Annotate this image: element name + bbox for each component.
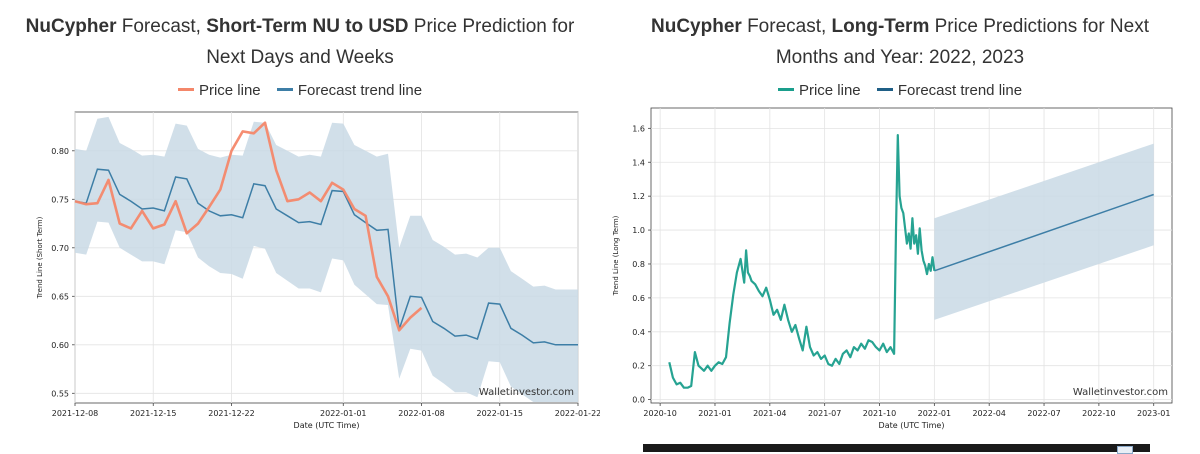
y-tick-label: 0.2 [632, 362, 645, 371]
legend-price-label: Price line [198, 82, 261, 99]
x-tick-label: 2022-01 [918, 409, 951, 418]
short-term-legend: Price line Forecast trend line [0, 82, 600, 99]
x-tick-label: 2021-12-08 [52, 409, 99, 418]
y-tick-label: 1.6 [632, 124, 645, 133]
long-term-title-part1: Forecast, [741, 16, 832, 37]
short-term-title-part2: Price Prediction for [408, 16, 575, 37]
forecast-line-swatch-icon [876, 87, 893, 91]
legend-item-forecast: Forecast trend line [276, 82, 423, 99]
x-tick-label: 2022-01-22 [555, 409, 600, 418]
legend-item-price: Price line [177, 82, 261, 99]
long-term-title-range: Long-Term [831, 16, 930, 37]
y-tick-label: 0.4 [632, 328, 645, 337]
forecast-confidence-band [934, 143, 1154, 320]
long-term-legend: Price line Forecast trend line [600, 82, 1200, 99]
price-line-swatch-icon [777, 87, 794, 91]
x-axis-label: Date (UTC Time) [879, 421, 945, 430]
short-term-title-part1: Forecast, [116, 16, 207, 37]
ad-banner[interactable] [643, 444, 1150, 452]
x-tick-label: 2022-01-15 [477, 409, 524, 418]
y-tick-label: 0.55 [51, 389, 69, 398]
y-tick-label: 0.65 [51, 292, 69, 301]
short-term-title-line2: Next Days and Weeks [206, 47, 394, 68]
x-tick-label: 2022-01-08 [398, 409, 445, 418]
y-tick-label: 1.4 [632, 158, 645, 167]
x-tick-label: 2022-04 [972, 409, 1005, 418]
long-term-title-part2: Price Predictions for Next [929, 16, 1149, 37]
series-forecast-trend-line [934, 193, 1154, 272]
x-tick-label: 2022-07 [1027, 409, 1060, 418]
y-axis-label: Trend Line (Long Term) [612, 215, 620, 296]
x-tick-label: 2022-10 [1082, 409, 1115, 418]
x-tick-label: 2022-01-01 [320, 409, 367, 418]
x-tick-label: 2021-01 [698, 409, 731, 418]
y-tick-label: 1.2 [632, 192, 645, 201]
x-tick-label: 2021-10 [863, 409, 896, 418]
y-tick-label: 1.0 [632, 226, 645, 235]
legend-item-forecast: Forecast trend line [876, 82, 1023, 99]
ad-close-icon[interactable] [1117, 446, 1133, 454]
long-term-chart: 0.0 0.2 0.4 0.6 0.8 1.0 1.2 1.4 1.6 2020-10 2021-0… [612, 107, 1173, 430]
long-term-title: NuCypher Forecast, Long-Term Price Predi… [600, 11, 1200, 73]
series-price-line [668, 134, 936, 389]
short-term-title-coin: NuCypher [25, 16, 117, 37]
legend-price-label: Price line [798, 82, 861, 99]
y-tick-label: 0.8 [632, 260, 645, 269]
x-tick-label: 2020-10 [643, 409, 676, 418]
y-tick-label: 0.60 [51, 341, 69, 350]
long-term-title-line2: Months and Year: 2022, 2023 [775, 47, 1025, 68]
long-term-title-coin: NuCypher [651, 16, 742, 37]
short-term-title: NuCypher Forecast, Short-Term NU to USD … [0, 11, 600, 73]
y-axis-label: Trend Line (Short Term) [36, 216, 44, 299]
x-tick-label: 2021-07 [808, 409, 841, 418]
forecast-line-swatch-icon [276, 87, 293, 91]
series-price-line [74, 121, 423, 332]
forecast-confidence-band [75, 116, 578, 403]
x-tick-label: 2021-04 [753, 409, 786, 418]
x-tick-label: 2021-12-15 [130, 409, 177, 418]
y-tick-label: 0.75 [51, 195, 69, 204]
legend-item-price: Price line [777, 82, 861, 99]
watermark-text: Walletinvestor.com [1073, 387, 1168, 398]
x-tick-label: 2023-01 [1137, 409, 1170, 418]
y-tick-label: 0.0 [632, 396, 645, 405]
short-term-title-pair: Short-Term NU to USD [206, 16, 409, 37]
legend-forecast-label: Forecast trend line [297, 82, 423, 99]
y-tick-label: 0.6 [632, 294, 645, 303]
x-tick-label: 2021-12-22 [208, 409, 255, 418]
y-tick-label: 0.70 [51, 244, 69, 253]
y-tick-label: 0.80 [51, 147, 69, 156]
x-axis-label: Date (UTC Time) [294, 421, 360, 430]
watermark-text: Walletinvestor.com [479, 387, 574, 398]
series-forecast-trend-line [74, 168, 578, 346]
legend-forecast-label: Forecast trend line [897, 82, 1023, 99]
price-line-swatch-icon [177, 87, 194, 91]
short-term-chart: 0.55 0.60 0.65 0.70 0.75 0.80 2021-12-08 2021-1… [36, 111, 600, 430]
